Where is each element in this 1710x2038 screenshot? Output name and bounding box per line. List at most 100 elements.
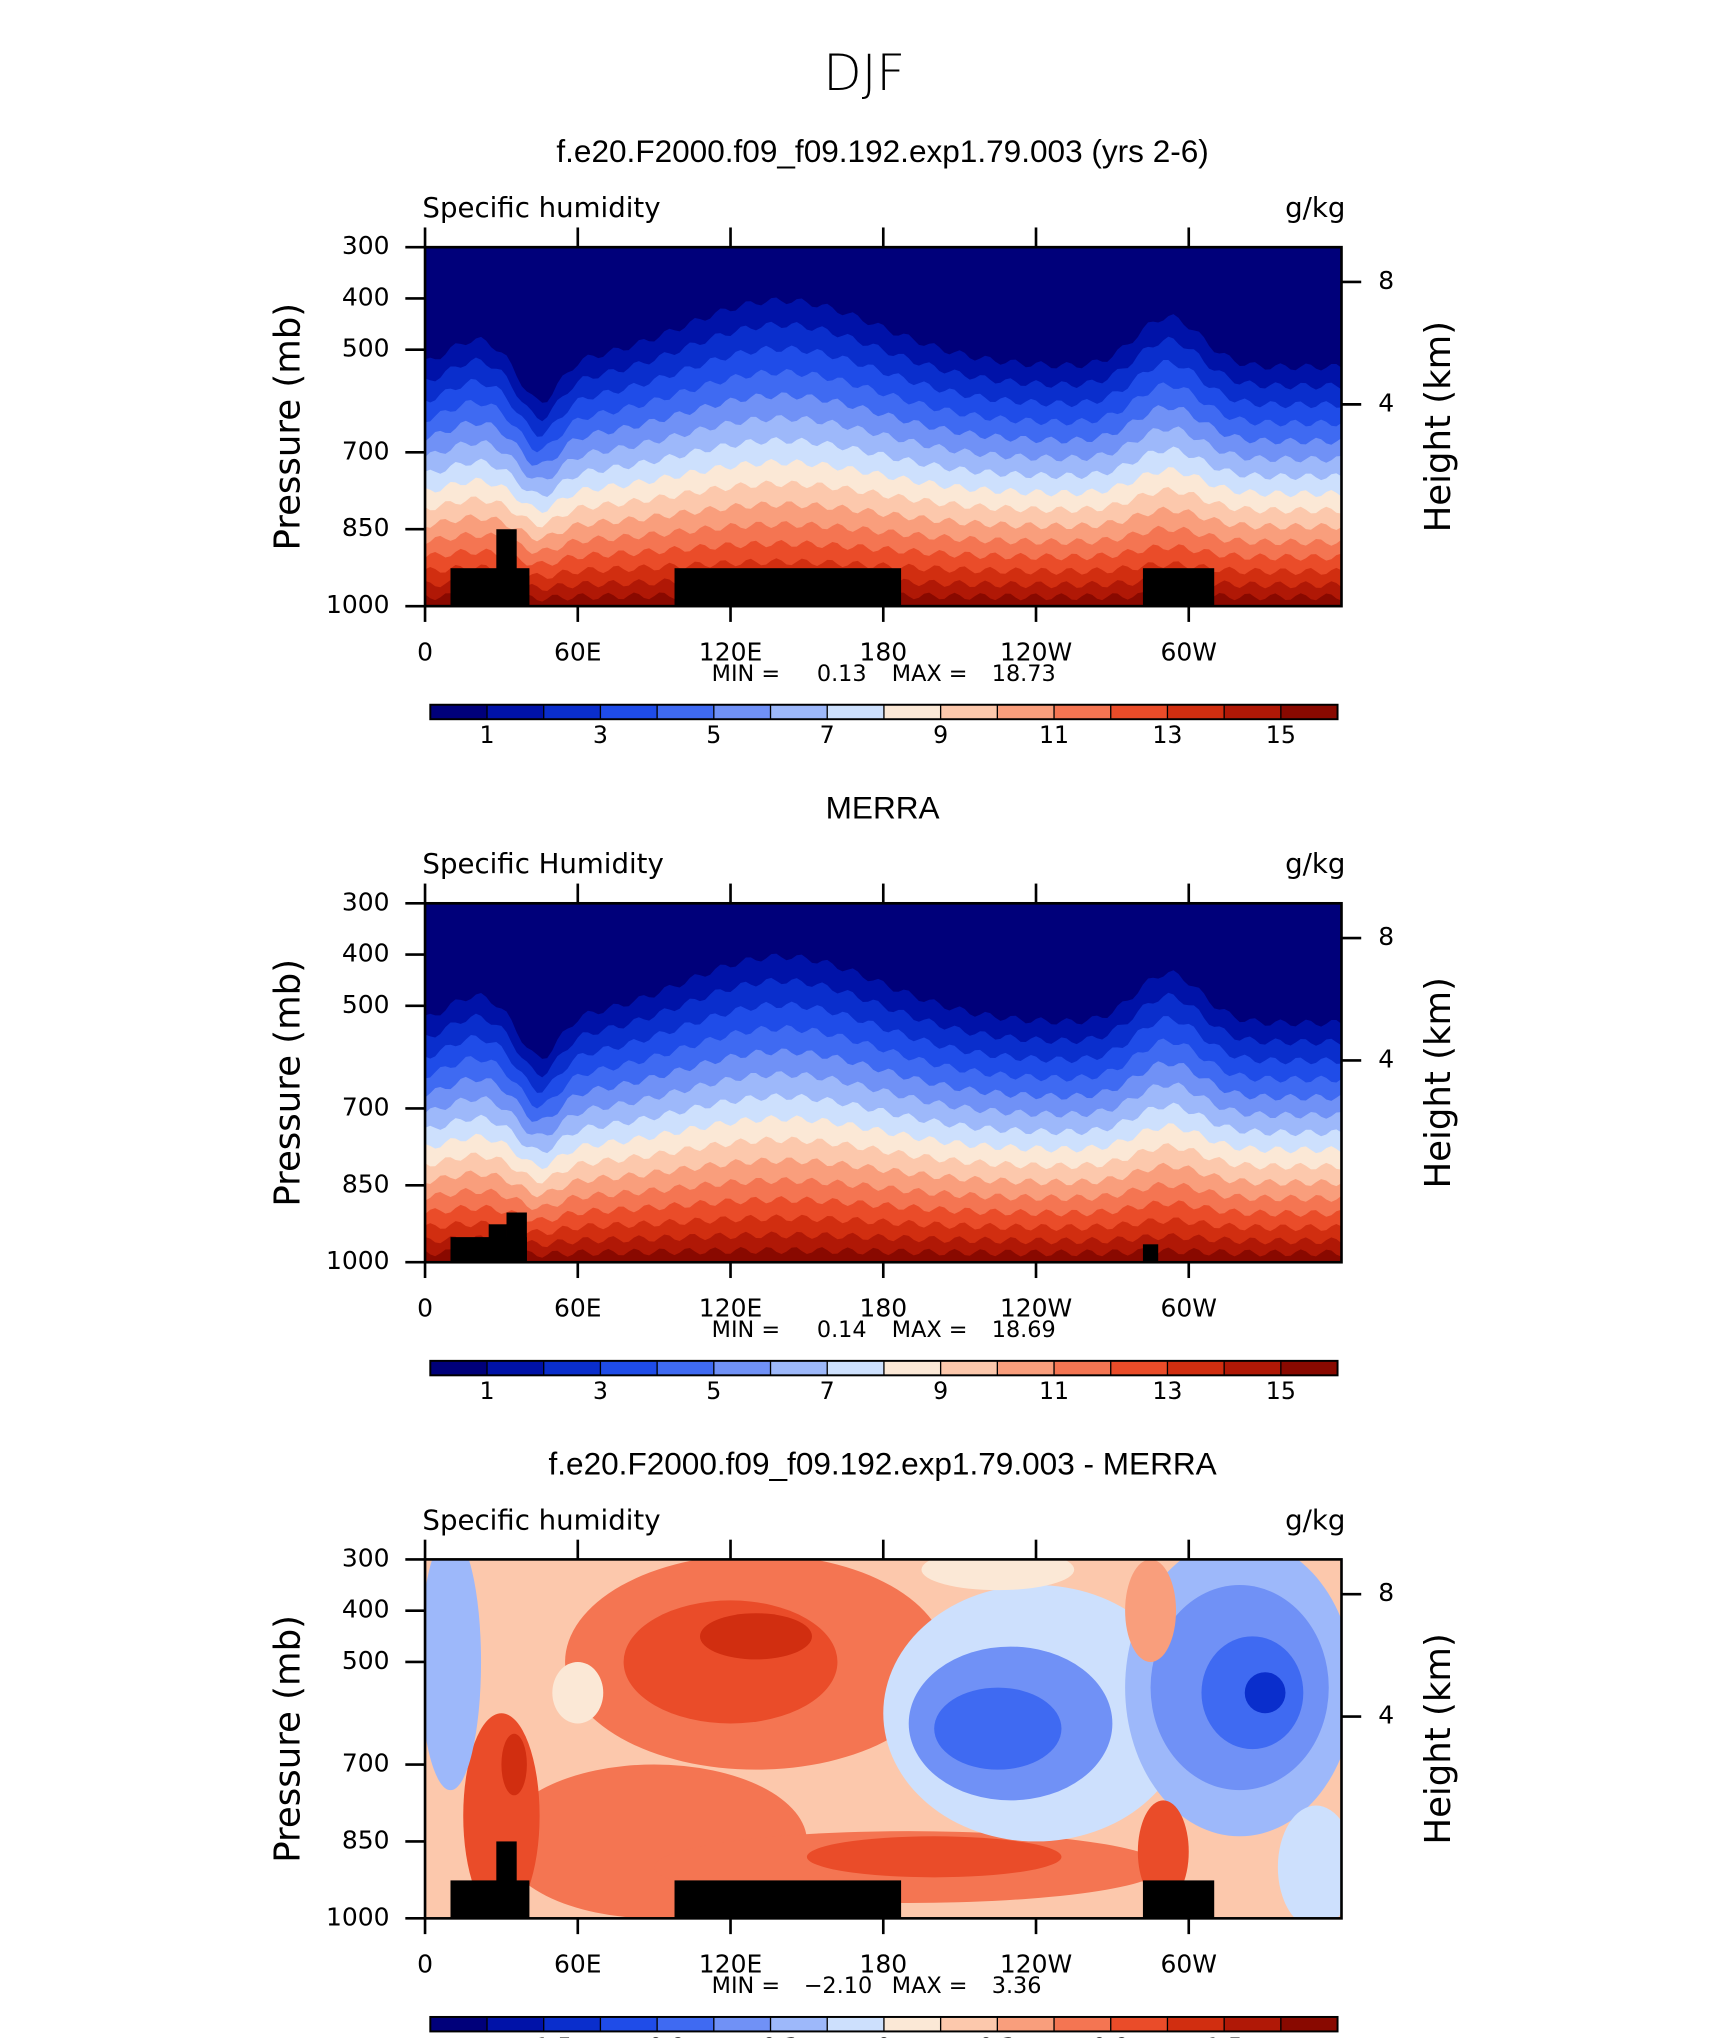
contour-band — [1137, 1800, 1189, 1903]
colorbar-box — [600, 2016, 658, 2032]
colorbar-tick-label: −1.5 — [515, 2033, 572, 2038]
y2-tick-label: 8 — [1378, 922, 1394, 951]
colorbar-box — [430, 2016, 488, 2032]
contour-band — [806, 1836, 1062, 1878]
contour-band — [552, 1661, 604, 1724]
x-tick-label: 60W — [1161, 1294, 1217, 1323]
terrain — [450, 568, 530, 607]
colorbar-box — [1224, 1360, 1281, 1376]
right-label: g/kg — [1285, 191, 1345, 224]
colorbar-tick-label: 1 — [479, 1377, 494, 1405]
min-label: MIN = — [712, 1973, 780, 1999]
contour-field — [425, 903, 1342, 1263]
max-label: MAX = — [892, 1973, 968, 1999]
y-tick-label: 500 — [342, 990, 390, 1019]
x-tick-label: 120E — [699, 1950, 762, 1979]
colorbar-tick-label: 7 — [820, 1377, 835, 1405]
contour-field — [425, 1559, 1342, 1919]
y2-axis-label: Height (km) — [1418, 977, 1459, 1188]
x-tick-label: 120W — [1000, 637, 1072, 666]
min-value: 0.13 — [817, 661, 867, 687]
max-label: MAX = — [892, 1317, 968, 1343]
contour-band — [425, 1246, 1342, 1263]
y-tick-label: 700 — [342, 1749, 390, 1778]
colorbar-tick-label: 5 — [706, 1377, 721, 1405]
colorbar-tick-label: 0.9 — [1092, 2033, 1130, 2038]
right-label: g/kg — [1285, 1503, 1345, 1536]
terrain — [506, 1212, 527, 1263]
colorbar-box — [1110, 2016, 1168, 2032]
y-tick-label: 400 — [342, 939, 390, 968]
colorbar-box — [487, 704, 544, 720]
colorbar-tick-label: 11 — [1039, 1377, 1069, 1405]
colorbar-box — [883, 2016, 941, 2032]
y-axis-label: Pressure (mb) — [268, 1615, 309, 1863]
y-tick-label: 400 — [342, 282, 390, 311]
colorbar-box — [827, 2016, 884, 2032]
colorbar-box — [713, 1360, 771, 1376]
y-tick-label: 400 — [342, 1595, 390, 1624]
colorbar-box — [1280, 2016, 1338, 2032]
colorbar-tick-label: 1 — [479, 721, 494, 749]
panel-title: MERRA — [826, 789, 940, 825]
colorbar-box — [1167, 1360, 1225, 1376]
colorbar-box — [1110, 704, 1168, 720]
colorbar-box — [487, 2016, 544, 2032]
colorbar-box — [1167, 2016, 1225, 2032]
y-tick-label: 1000 — [326, 1902, 390, 1931]
colorbar-tick-label: 9 — [933, 721, 948, 749]
terrain — [1142, 1880, 1215, 1919]
x-tick-label: 180 — [859, 1294, 907, 1323]
colorbar-tick-label: −0.3 — [742, 2033, 799, 2038]
x-tick-label: 0 — [417, 1950, 433, 1979]
colorbar-frame — [429, 1359, 1339, 1377]
colorbar-tick-label: 3 — [593, 1377, 608, 1405]
y2-tick-label: 8 — [1378, 1578, 1394, 1607]
terrain — [450, 1880, 530, 1919]
y-tick-label: 300 — [342, 887, 390, 916]
colorbar-frame — [429, 2015, 1339, 2033]
max-value: 18.73 — [992, 661, 1056, 687]
colorbar-box — [713, 704, 771, 720]
colorbar-box — [657, 1360, 714, 1376]
colorbar-box — [997, 1360, 1055, 1376]
colorbar-tick-label: 15 — [1266, 1377, 1296, 1405]
y2-axis-label: Height (km) — [1418, 1633, 1459, 1844]
x-tick-label: 120E — [699, 1294, 762, 1323]
colorbar-tick-label: 13 — [1152, 1377, 1182, 1405]
colorbar-box — [997, 2016, 1055, 2032]
colorbar-tick-label: −0.9 — [628, 2033, 685, 2038]
y2-tick-label: 8 — [1378, 266, 1394, 295]
right-label: g/kg — [1285, 847, 1345, 880]
colorbar-box — [827, 704, 884, 720]
terrain — [674, 568, 902, 607]
contour-band — [699, 1613, 812, 1660]
contour-band — [1125, 1559, 1177, 1662]
terrain — [1142, 568, 1215, 607]
colorbar-box — [770, 1360, 828, 1376]
y-tick-label: 300 — [342, 231, 390, 260]
panel-title: f.e20.F2000.f09_f09.192.exp1.79.003 - ME… — [549, 1445, 1217, 1481]
left-label: Specific Humidity — [422, 847, 663, 880]
x-tick-label: 60W — [1161, 637, 1217, 666]
figure-title: DJF — [823, 44, 905, 102]
terrain — [488, 1224, 507, 1263]
colorbar-box — [770, 704, 828, 720]
contour-band — [1277, 1805, 1342, 1919]
y2-tick-label: 4 — [1378, 1701, 1394, 1730]
colorbar-box — [1280, 704, 1338, 720]
colorbar-box — [883, 1360, 941, 1376]
colorbar-box — [543, 2016, 601, 2032]
colorbar-box — [883, 704, 941, 720]
colorbar-tick-label: 5 — [706, 721, 721, 749]
terrain — [496, 529, 517, 607]
colorbar-box — [600, 1360, 658, 1376]
colorbar-box — [1110, 1360, 1168, 1376]
colorbar-box — [1167, 704, 1225, 720]
colorbar-box — [543, 1360, 601, 1376]
max-value: 18.69 — [992, 1317, 1056, 1343]
colorbar-box — [430, 1360, 488, 1376]
contour-band — [921, 1559, 1075, 1591]
colorbar-box — [713, 2016, 771, 2032]
